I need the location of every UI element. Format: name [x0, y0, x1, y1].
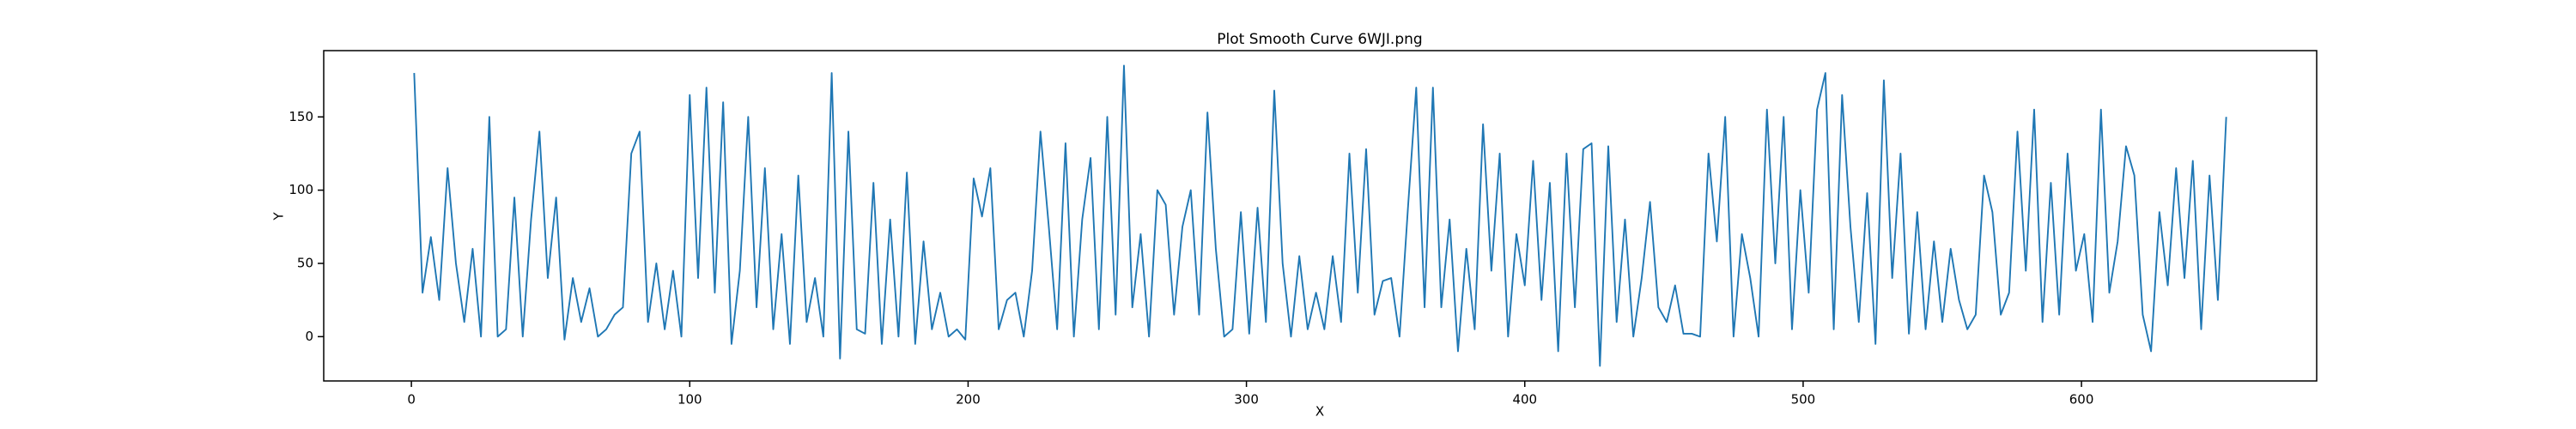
y-tick-label: 0 [305, 329, 313, 344]
x-tick-label: 300 [1234, 392, 1259, 408]
y-tick-label: 100 [289, 182, 313, 197]
y-tick-label: 50 [297, 255, 313, 270]
x-tick-label: 100 [677, 392, 702, 408]
x-tick-label: 200 [956, 392, 981, 408]
x-tick-label: 600 [2069, 392, 2094, 408]
plot-frame [323, 50, 2318, 382]
x-tick-label: 500 [1791, 392, 1816, 408]
y-tick-label: 150 [289, 109, 313, 124]
data-line [413, 64, 2227, 367]
x-tick-label: 0 [407, 392, 416, 408]
x-axis-label: X [1315, 404, 1324, 420]
chart-title: Plot Smooth Curve 6WJI.png [1217, 31, 1422, 48]
y-axis-label: Y [271, 212, 287, 221]
x-tick-label: 400 [1512, 392, 1537, 408]
